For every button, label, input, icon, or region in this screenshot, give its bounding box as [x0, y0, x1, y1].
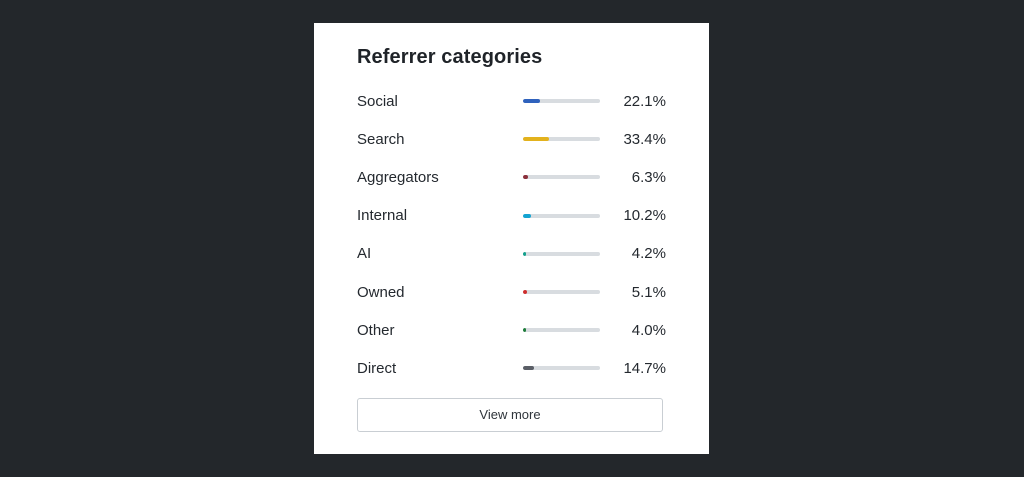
category-label: Social	[357, 92, 398, 110]
category-bar	[523, 366, 600, 371]
category-value: 33.4%	[623, 130, 666, 148]
category-value: 14.7%	[623, 359, 666, 377]
category-bar-fill	[523, 137, 549, 142]
category-bar	[523, 175, 600, 180]
category-row-owned: Owned 5.1%	[357, 273, 666, 311]
category-label: Other	[357, 321, 395, 339]
category-label: Search	[357, 130, 405, 148]
category-value: 6.3%	[631, 168, 666, 186]
category-bar	[523, 328, 600, 333]
category-label: Owned	[357, 283, 405, 301]
category-bar	[523, 137, 600, 142]
category-value: 10.2%	[623, 207, 666, 225]
referrer-categories-card: Referrer categories Social 22.1% Search …	[314, 23, 709, 454]
category-bar-fill	[523, 99, 541, 104]
category-list: Social 22.1% Search 33.4% Aggregators 6.…	[357, 82, 666, 388]
category-bar-fill	[523, 213, 531, 218]
card-title: Referrer categories	[357, 46, 543, 68]
category-bar	[523, 213, 600, 218]
category-bar	[523, 290, 600, 295]
view-more-button[interactable]: View more	[357, 397, 663, 432]
category-row-aggregators: Aggregators 6.3%	[357, 158, 666, 196]
category-bar-fill	[523, 175, 528, 180]
category-bar-fill	[523, 251, 527, 256]
category-bar	[523, 251, 600, 256]
category-row-ai: AI 4.2%	[357, 235, 666, 273]
category-value: 22.1%	[623, 92, 666, 110]
category-row-direct: Direct 14.7%	[357, 349, 666, 387]
category-value: 5.1%	[631, 283, 666, 301]
category-row-search: Search 33.4%	[357, 120, 666, 158]
category-bar-fill	[523, 290, 527, 295]
category-label: AI	[357, 245, 372, 263]
category-bar	[523, 99, 600, 104]
category-value: 4.2%	[631, 245, 666, 263]
category-row-social: Social 22.1%	[357, 82, 666, 120]
category-value: 4.0%	[631, 321, 666, 339]
category-row-internal: Internal 10.2%	[357, 197, 666, 235]
category-label: Aggregators	[357, 168, 439, 186]
category-bar-fill	[523, 328, 527, 333]
category-bar-fill	[523, 366, 535, 371]
category-label: Direct	[357, 359, 397, 377]
category-label: Internal	[357, 207, 408, 225]
category-row-other: Other 4.0%	[357, 311, 666, 349]
